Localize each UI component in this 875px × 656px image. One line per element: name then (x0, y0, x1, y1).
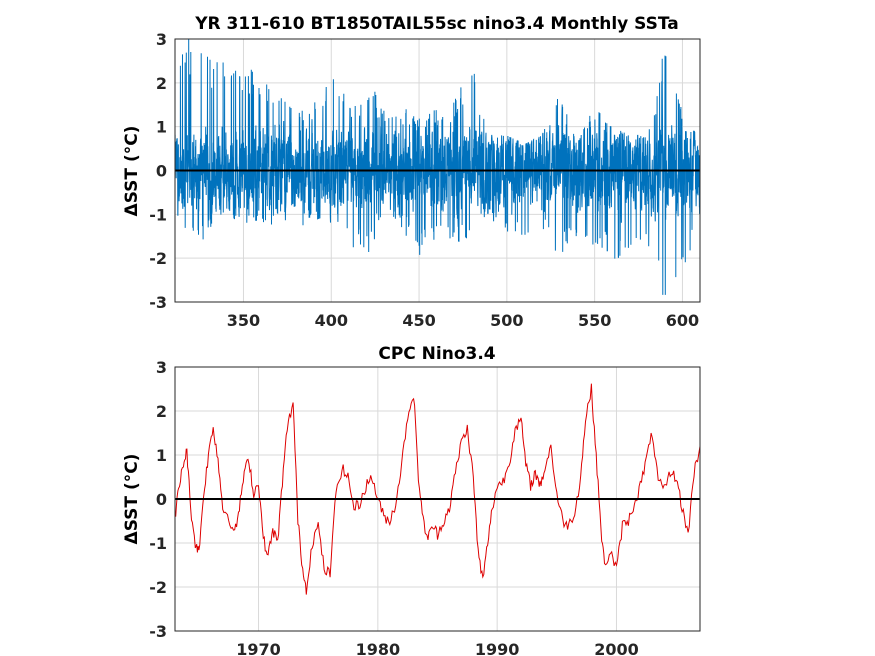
y-tick-label: -2 (149, 578, 167, 597)
y-tick-label: 2 (156, 402, 167, 421)
y-tick-label: 3 (156, 30, 167, 49)
y-tick-label: 0 (156, 162, 167, 181)
x-tick-label: 1990 (475, 640, 520, 656)
x-tick-label: 1970 (236, 640, 281, 656)
series-cpc-nino34 (175, 383, 700, 595)
chart-top: YR 311-610 BT1850TAIL55sc nino3.4 Monthl… (122, 14, 701, 330)
y-tick-label: -3 (149, 622, 167, 641)
x-tick-label: 600 (666, 311, 699, 330)
y-axis-label-unit: °C) (122, 126, 142, 155)
x-tick-label: 450 (402, 311, 435, 330)
x-tick-label: 400 (315, 311, 348, 330)
x-tick-label: 500 (490, 311, 523, 330)
x-tick-labels: 350 400 450 500 550 600 (227, 311, 699, 330)
y-tick-label: -1 (149, 534, 167, 553)
y-axis-label-main: ΔSST ( (122, 154, 142, 216)
series-line (175, 383, 700, 595)
x-tick-label: 350 (227, 311, 260, 330)
y-tick-label: 2 (156, 74, 167, 93)
y-axis-label-main: ΔSST ( (122, 482, 142, 544)
x-tick-label: 2000 (594, 640, 639, 656)
y-tick-label: 1 (156, 118, 167, 137)
y-axis-label-unit: °C) (122, 454, 142, 483)
chart-title: YR 311-610 BT1850TAIL55sc nino3.4 Monthl… (194, 14, 679, 34)
axes-frame (174, 366, 701, 632)
series-sst-monthly (175, 39, 700, 295)
x-tick-label: 1980 (356, 640, 401, 656)
y-tick-label: 0 (156, 490, 167, 509)
chart-bottom: CPC Nino3.4 1970 1980 1990 2000 -3-2-10123 … (122, 344, 701, 656)
y-tick-label: 3 (156, 358, 167, 377)
y-tick-labels: -3 -2 -1 0 1 2 3 (149, 358, 167, 641)
x-tick-labels: 1970 1980 1990 2000 (236, 640, 638, 656)
x-tick-label: 550 (578, 311, 611, 330)
y-tick-labels: -3 -2 -1 0 1 2 3 (149, 30, 167, 312)
series-line (175, 39, 700, 295)
axes-frame (174, 38, 701, 303)
y-tick-label: 1 (156, 446, 167, 465)
y-axis-label: ΔSST (°C) (122, 454, 142, 545)
y-tick-label: -3 (149, 293, 167, 312)
y-tick-label: -2 (149, 249, 167, 268)
y-axis-label: ΔSST (°C) (122, 126, 142, 217)
chart-title: CPC Nino3.4 (378, 344, 495, 364)
y-tick-label: -1 (149, 205, 167, 224)
